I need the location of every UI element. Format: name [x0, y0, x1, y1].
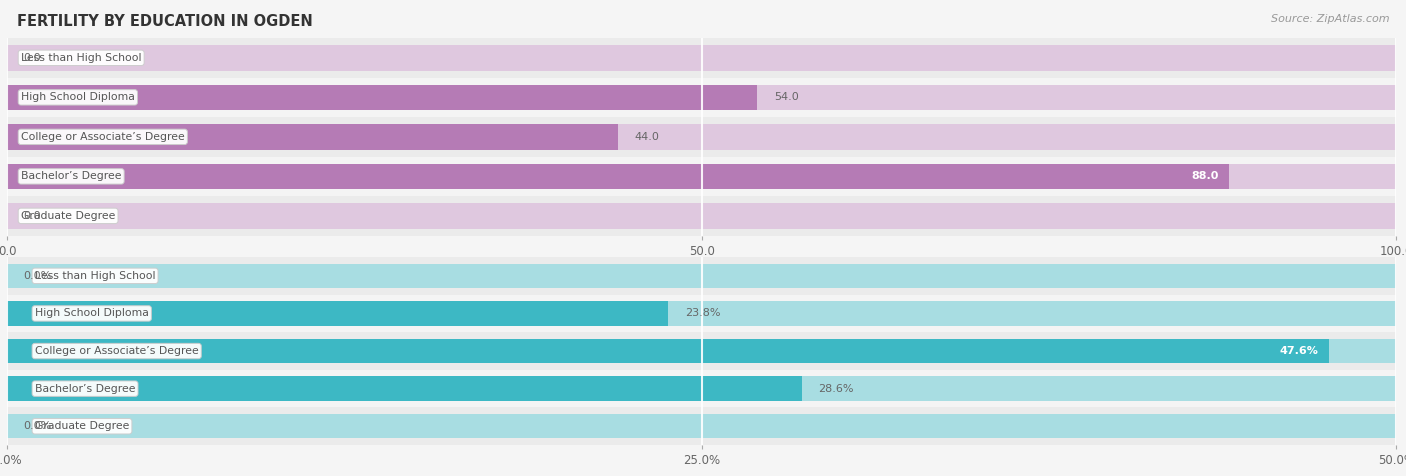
- Text: High School Diploma: High School Diploma: [21, 92, 135, 102]
- Text: High School Diploma: High School Diploma: [35, 308, 149, 318]
- Text: 0.0: 0.0: [24, 211, 41, 221]
- Bar: [7, 157, 1396, 196]
- Bar: [7, 85, 1396, 110]
- Bar: [7, 203, 1396, 228]
- Bar: [7, 196, 1396, 236]
- Bar: [7, 377, 801, 401]
- Bar: [7, 407, 1396, 445]
- Text: Less than High School: Less than High School: [35, 271, 155, 281]
- Bar: [7, 45, 1396, 70]
- Bar: [7, 85, 758, 110]
- Bar: [7, 295, 1396, 332]
- Bar: [7, 124, 619, 149]
- Bar: [7, 301, 668, 326]
- Bar: [7, 117, 1396, 157]
- Text: Bachelor’s Degree: Bachelor’s Degree: [35, 384, 135, 394]
- Bar: [7, 164, 1229, 189]
- Text: College or Associate’s Degree: College or Associate’s Degree: [35, 346, 198, 356]
- Text: Graduate Degree: Graduate Degree: [35, 421, 129, 431]
- Bar: [7, 301, 1396, 326]
- Text: College or Associate’s Degree: College or Associate’s Degree: [21, 132, 184, 142]
- Bar: [7, 332, 1396, 370]
- Bar: [7, 370, 1396, 407]
- Text: 0.0: 0.0: [24, 53, 41, 63]
- Bar: [7, 164, 1396, 189]
- Bar: [7, 264, 1396, 288]
- Text: 47.6%: 47.6%: [1279, 346, 1319, 356]
- Bar: [7, 257, 1396, 295]
- Bar: [7, 339, 1396, 363]
- Bar: [7, 78, 1396, 117]
- Text: Less than High School: Less than High School: [21, 53, 142, 63]
- Bar: [7, 38, 1396, 78]
- Bar: [7, 124, 1396, 149]
- Text: Graduate Degree: Graduate Degree: [21, 211, 115, 221]
- Text: FERTILITY BY EDUCATION IN OGDEN: FERTILITY BY EDUCATION IN OGDEN: [17, 14, 312, 30]
- Text: 23.8%: 23.8%: [685, 308, 720, 318]
- Text: 0.0%: 0.0%: [24, 271, 52, 281]
- Bar: [7, 377, 1396, 401]
- Text: 88.0: 88.0: [1191, 171, 1219, 181]
- Text: 44.0: 44.0: [636, 132, 659, 142]
- Text: 54.0: 54.0: [773, 92, 799, 102]
- Text: 0.0%: 0.0%: [24, 421, 52, 431]
- Bar: [7, 414, 1396, 438]
- Bar: [7, 339, 1330, 363]
- Text: Bachelor’s Degree: Bachelor’s Degree: [21, 171, 121, 181]
- Text: Source: ZipAtlas.com: Source: ZipAtlas.com: [1271, 14, 1389, 24]
- Text: 28.6%: 28.6%: [818, 384, 853, 394]
